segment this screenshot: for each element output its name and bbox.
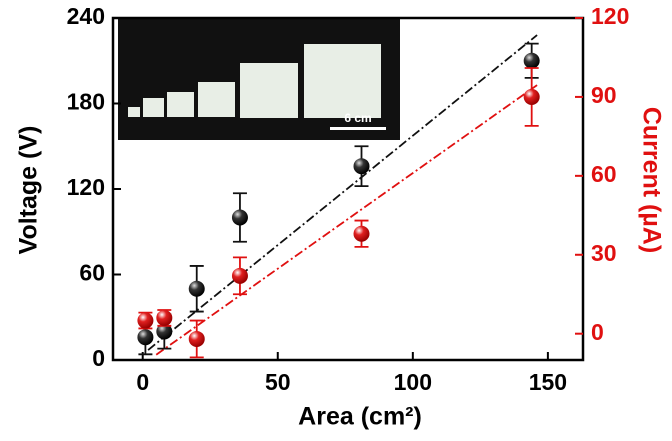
point	[156, 309, 173, 326]
y-tick-label: 0	[92, 345, 105, 371]
x-tick-label: 50	[265, 369, 291, 395]
point	[231, 267, 248, 284]
point	[137, 329, 154, 346]
y2-tick-label: 30	[591, 240, 617, 266]
point	[137, 312, 154, 329]
y2-tick-label: 0	[591, 319, 604, 345]
inset-photo: 6 cm	[118, 18, 400, 140]
x-tick-label: 150	[529, 369, 567, 395]
point	[188, 330, 205, 347]
y-tick-label: 180	[67, 89, 105, 115]
y-tick-label: 60	[79, 260, 105, 286]
inset-label: 6 cm	[344, 111, 371, 125]
fit-line	[147, 34, 538, 351]
point	[353, 225, 370, 242]
y-axis-label: Voltage (V)	[15, 126, 43, 255]
fit-line	[155, 84, 538, 356]
x-tick-label: 100	[394, 369, 432, 395]
point	[353, 158, 370, 175]
point	[231, 209, 248, 226]
y-tick-label: 240	[67, 3, 105, 29]
y2-tick-label: 90	[591, 82, 617, 108]
y2-tick-label: 60	[591, 161, 617, 187]
x-tick-label: 0	[136, 369, 149, 395]
y2-axis-label: Current (µA)	[637, 107, 665, 253]
y-tick-label: 120	[67, 174, 105, 200]
point	[156, 323, 173, 340]
x-axis-label: Area (cm²)	[298, 403, 422, 431]
y2-tick-label: 120	[591, 3, 629, 29]
point	[523, 88, 540, 105]
point	[523, 52, 540, 69]
point	[188, 280, 205, 297]
